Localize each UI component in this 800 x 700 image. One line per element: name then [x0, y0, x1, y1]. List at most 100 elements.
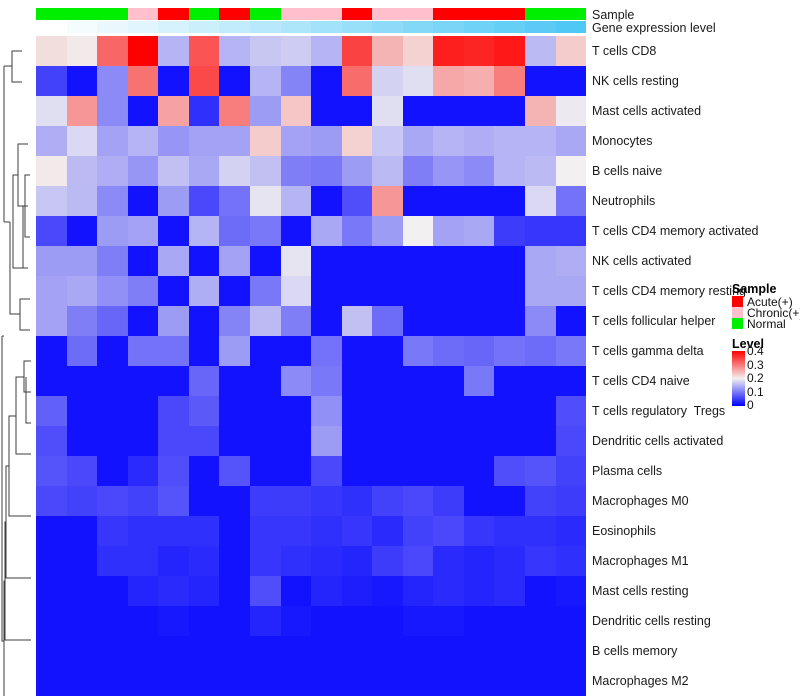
heatmap-cell [433, 276, 464, 306]
heatmap-cell [463, 576, 495, 606]
heatmap-cell [494, 186, 525, 216]
heatmap-cell [341, 276, 373, 306]
heatmap-cell [525, 156, 556, 186]
heatmap-cell [219, 666, 250, 696]
heatmap-cell [66, 126, 98, 156]
heatmap-cell [249, 156, 281, 186]
legend-item-sample: Acute(+) [732, 296, 800, 308]
annotation-cell-gene-expression [280, 21, 312, 33]
heatmap-cell [66, 216, 98, 246]
annotation-cell-gene-expression [66, 21, 98, 33]
heatmap-cell [525, 456, 556, 486]
heatmap-cell [66, 486, 98, 516]
heatmap-cell [341, 156, 373, 186]
heatmap-cell [372, 156, 403, 186]
heatmap-cell [127, 576, 159, 606]
heatmap-cell [463, 456, 495, 486]
legend-item-sample: Chronic(+) [732, 307, 800, 319]
heatmap-cell [127, 516, 159, 546]
heatmap-cell [36, 96, 67, 126]
annotation-cell-sample [66, 8, 98, 20]
heatmap-cell [36, 606, 67, 636]
annotation-cell-gene-expression [188, 21, 220, 33]
heatmap-row [36, 426, 587, 456]
heatmap-cell [97, 306, 128, 336]
heatmap-cell [494, 456, 525, 486]
heatmap-cell [494, 576, 525, 606]
row-label: B cells naive [592, 163, 663, 178]
heatmap-cell [433, 576, 464, 606]
heatmap-cell [280, 486, 312, 516]
heatmap-cell [249, 366, 281, 396]
annotation-cell-gene-expression [311, 21, 342, 33]
heatmap-cell [66, 96, 98, 126]
heatmap-cell [372, 366, 403, 396]
heatmap-cell [494, 636, 525, 666]
heatmap-cell [341, 96, 373, 126]
heatmap-cell [494, 666, 525, 696]
heatmap-cell [341, 576, 373, 606]
heatmap-cell [249, 666, 281, 696]
annotation-cell-gene-expression [525, 21, 556, 33]
row-label: T cells CD4 memory resting [592, 283, 746, 298]
heatmap-cell [127, 336, 159, 366]
heatmap-cell [219, 426, 250, 456]
heatmap-cell [402, 426, 434, 456]
heatmap-cell [188, 516, 220, 546]
row-label: Dendritic cells activated [592, 433, 724, 448]
heatmap-cell [372, 396, 403, 426]
heatmap-cell [555, 336, 587, 366]
heatmap-cell [555, 396, 587, 426]
heatmap-cell [97, 426, 128, 456]
heatmap-cell [280, 66, 312, 96]
heatmap-cell [249, 216, 281, 246]
heatmap-cell [219, 456, 250, 486]
heatmap-cell [127, 36, 159, 66]
heatmap-cell [402, 516, 434, 546]
heatmap-cell [219, 126, 250, 156]
heatmap-cell [463, 186, 495, 216]
heatmap-cell [97, 246, 128, 276]
heatmap-row [36, 36, 587, 66]
heatmap-cell [66, 396, 98, 426]
heatmap-cell [188, 306, 220, 336]
heatmap-cell [249, 576, 281, 606]
heatmap-cell [555, 306, 587, 336]
heatmap-row [36, 306, 587, 336]
heatmap-cell [280, 516, 312, 546]
row-label: Monocytes [592, 133, 653, 148]
heatmap-cell [433, 66, 464, 96]
heatmap-cell [66, 156, 98, 186]
row-label: Mast cells activated [592, 103, 702, 118]
heatmap-cell [402, 546, 434, 576]
heatmap-cell [158, 606, 189, 636]
annotation-cell-sample [311, 8, 342, 20]
heatmap-cell [280, 456, 312, 486]
heatmap-cell [402, 66, 434, 96]
heatmap-cell [249, 336, 281, 366]
heatmap-cell [433, 216, 464, 246]
heatmap-cell [433, 306, 464, 336]
heatmap-cell [311, 516, 342, 546]
heatmap-cell [494, 276, 525, 306]
heatmap-cell [280, 666, 312, 696]
heatmap-cell [158, 666, 189, 696]
heatmap-cell [188, 246, 220, 276]
row-label: T cells regulatory Tregs [592, 403, 726, 418]
heatmap-cell [463, 366, 495, 396]
heatmap-row [36, 546, 587, 576]
heatmap-cell [188, 66, 220, 96]
heatmap-row [36, 396, 587, 426]
heatmap-cell [311, 576, 342, 606]
heatmap-cell [188, 216, 220, 246]
heatmap-cell [311, 156, 342, 186]
heatmap-cell [433, 246, 464, 276]
heatmap-cell [219, 246, 250, 276]
heatmap-cell [36, 276, 67, 306]
heatmap-cell [433, 96, 464, 126]
heatmap-cell [249, 186, 281, 216]
legend-item-sample: Normal [732, 318, 800, 330]
heatmap-cell [311, 456, 342, 486]
heatmap-row [36, 246, 587, 276]
heatmap-cell [402, 456, 434, 486]
